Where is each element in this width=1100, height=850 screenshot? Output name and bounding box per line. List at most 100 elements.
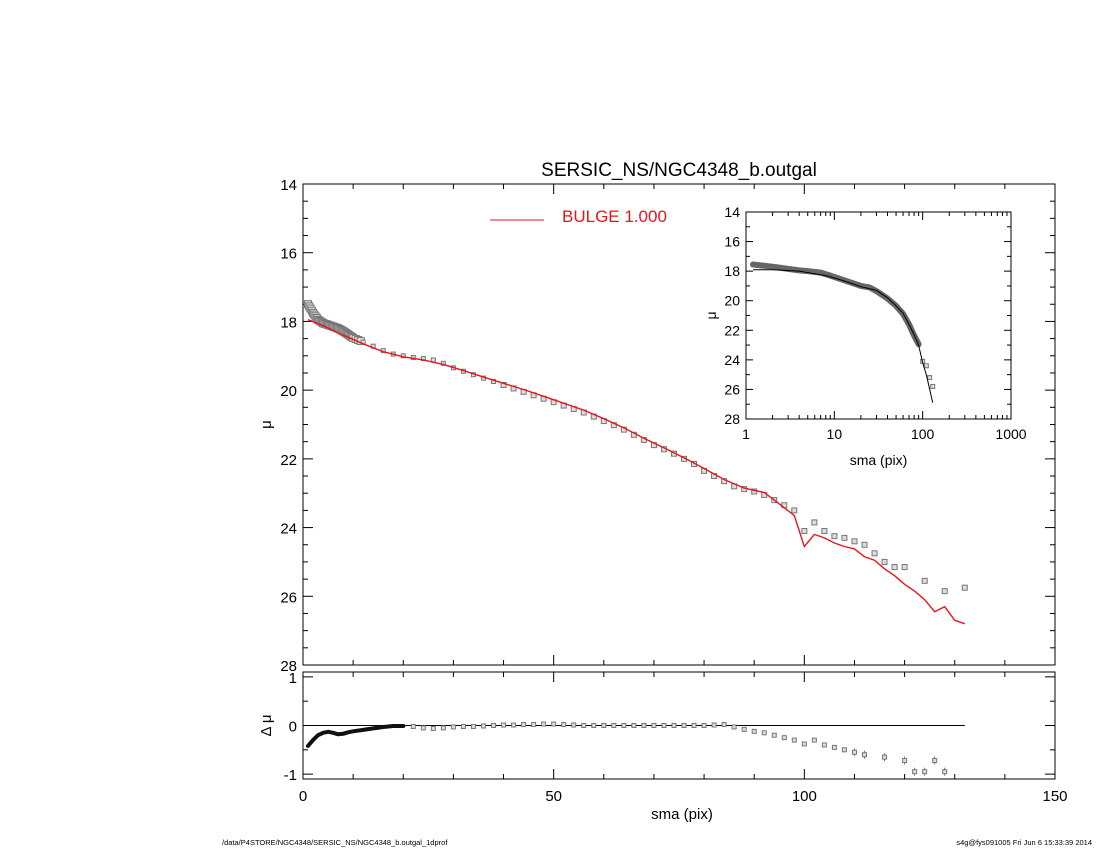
inset-x-tick-label: 1000 — [995, 426, 1026, 442]
residual-point — [801, 741, 807, 747]
residual-point — [791, 737, 797, 743]
main-y-tick-label: 20 — [280, 383, 297, 400]
data-point — [791, 507, 798, 514]
legend-label: BULGE 1.000 — [562, 207, 667, 226]
residual-point — [831, 744, 837, 750]
residual-point — [470, 723, 476, 729]
residual-point — [611, 723, 617, 728]
residual-point — [480, 723, 486, 729]
residual-point — [861, 752, 867, 758]
inset-y-tick-label: 14 — [724, 204, 740, 220]
data-point — [831, 533, 838, 540]
residual-point — [691, 723, 697, 728]
main-y-tick-label: 22 — [280, 452, 297, 469]
residual-dense-curve — [306, 724, 406, 748]
residual-point — [641, 723, 647, 728]
main-y-axis-label: μ — [258, 420, 275, 429]
main-y-tick-label: 26 — [280, 589, 297, 606]
inset-plot: 14 16 18 20 22 24 26 281 10 100 1000 sma (pix) μ — [703, 204, 1027, 468]
inset-y-tick-label: 20 — [724, 293, 740, 309]
inset-x-axis-label: sma (pix) — [850, 452, 908, 468]
residual-point — [450, 724, 456, 730]
inset-axes-frame — [745, 211, 1012, 420]
footer-timestamp: s4g@fys091005 Fri Jun 6 15:33:39 2014 — [956, 838, 1092, 847]
inset-y-tick-label: 26 — [724, 381, 740, 397]
residual-data-points — [306, 721, 948, 776]
residual-point — [741, 726, 747, 732]
bulge-model-line — [307, 319, 966, 625]
residual-point — [821, 742, 827, 748]
main-y-tick-label: 14 — [280, 177, 297, 194]
residual-y-tick-label: 0 — [289, 719, 297, 736]
residual-y-axis-label: Δ μ — [258, 714, 275, 736]
residual-point — [591, 723, 597, 728]
data-point — [881, 558, 888, 565]
data-point — [500, 381, 507, 388]
residual-point — [531, 722, 537, 728]
residual-point — [511, 722, 517, 728]
residual-point — [671, 723, 677, 728]
inset-x-tick-label: 1 — [742, 426, 750, 442]
inset-x-tick-label: 100 — [911, 426, 935, 442]
residual-point — [912, 769, 918, 775]
residual-x-tick-label: 50 — [545, 788, 562, 805]
residual-x-tick-label: 0 — [299, 788, 307, 805]
data-point — [891, 564, 898, 571]
residual-point — [781, 735, 787, 741]
residual-point — [460, 723, 466, 729]
data-point — [821, 528, 828, 535]
data-point — [961, 584, 968, 591]
footer-file-path: /data/P4STORE/NGC4348/SERSIC_NS/NGC4348_… — [222, 838, 448, 847]
main-y-tick-label: 24 — [280, 521, 297, 538]
data-point — [841, 534, 848, 541]
residual-y-tick-label: -1 — [284, 767, 297, 784]
residual-point — [521, 722, 527, 728]
residual-point — [771, 732, 777, 738]
residual-point — [841, 747, 847, 753]
inset-data-point — [927, 375, 933, 381]
data-point — [811, 519, 818, 526]
residual-y-tick-label: 1 — [289, 670, 297, 687]
residual-point — [851, 749, 857, 755]
residual-point — [491, 723, 497, 728]
residual-x-tick-label: 150 — [1042, 788, 1067, 805]
data-point — [861, 541, 868, 548]
residual-point — [410, 723, 416, 729]
residual-point — [922, 769, 928, 775]
main-y-tick-label: 18 — [280, 314, 297, 331]
data-point — [941, 588, 948, 595]
residual-point — [631, 723, 637, 728]
residual-point — [601, 723, 607, 728]
inset-x-tick-label: 10 — [827, 426, 843, 442]
residual-point — [551, 721, 557, 727]
main-data-points — [304, 300, 968, 595]
main-y-tick-label: 16 — [280, 246, 297, 263]
residual-point — [430, 725, 436, 731]
residual-point — [661, 723, 667, 728]
inset-y-tick-label: 18 — [724, 263, 740, 279]
residual-point — [420, 725, 426, 731]
residual-point — [701, 723, 707, 728]
main-plot: 14 16 18 20 22 24 26 28 μ BULGE 1.000 — [258, 177, 1056, 675]
residual-point — [751, 728, 757, 734]
main-y-tick-label: 28 — [280, 658, 297, 675]
inset-y-axis-label: μ — [703, 311, 719, 319]
inset-y-tick-label: 24 — [724, 352, 740, 368]
residual-point — [731, 724, 737, 730]
inset-y-tick-label: 28 — [724, 411, 740, 427]
residual-point — [721, 722, 727, 728]
x-axis-label: sma (pix) — [651, 806, 713, 823]
data-point — [801, 528, 808, 535]
residual-point — [902, 758, 908, 764]
data-point — [921, 577, 928, 584]
residual-point — [621, 723, 627, 728]
inset-y-tick-label: 22 — [724, 322, 740, 338]
inset-y-tick-label: 16 — [724, 234, 740, 250]
data-point — [851, 538, 858, 545]
residual-point — [440, 725, 446, 731]
residual-point — [681, 723, 687, 728]
residual-point — [942, 769, 948, 775]
inset-data-point — [930, 383, 936, 389]
